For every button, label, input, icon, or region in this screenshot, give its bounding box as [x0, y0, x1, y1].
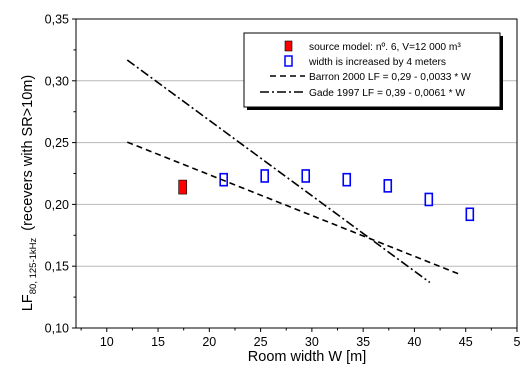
x-tick-label: 35 [356, 335, 370, 349]
y-tick-label: 0,25 [45, 136, 69, 150]
y-axis-label: LF80, 125-1kHz(recevers with SR>10m) [20, 75, 39, 311]
axis-ticks: 10 15 20 25 30 35 40 45 5 0,10 0,15 0,20 0,25 0,30 0,3… [45, 13, 521, 350]
width-increased-point [260, 169, 270, 183]
x-tick-label: 20 [202, 335, 216, 349]
gade-fit-line [126, 59, 431, 284]
y-tick-label: 0,10 [45, 322, 69, 336]
legend-label-barron: Barron 2000 LF = 0,29 - 0,0033 * W [309, 72, 471, 83]
x-tick-label: 5 [514, 335, 521, 349]
source-model-point [178, 179, 187, 195]
width-increased-point [342, 172, 352, 187]
x-tick-label: 30 [305, 335, 319, 349]
x-tick-label: 45 [459, 335, 473, 349]
y-tick-label: 0,35 [45, 13, 69, 27]
width-increased-point [465, 207, 475, 222]
width-increased-point [383, 179, 393, 193]
legend-label-width-increased: width is increased by 4 meters [308, 57, 446, 68]
legend-marker-width-increased [284, 55, 293, 67]
y-tick-label: 0,15 [45, 260, 69, 274]
width-increased-point [424, 192, 434, 207]
x-tick-label: 10 [100, 335, 114, 349]
y-tick-label: 0,30 [45, 74, 69, 88]
y-tick-label: 0,20 [45, 198, 69, 212]
legend-label-gade: Gade 1997 LF = 0,39 - 0,0061 * W [309, 88, 465, 99]
legend: source model: nº. 6, V=12 000 m³ width i… [243, 32, 503, 110]
legend-marker-source-model [284, 40, 293, 52]
x-tick-label: 40 [407, 335, 421, 349]
x-tick-label: 25 [254, 335, 268, 349]
plot-series [126, 59, 475, 284]
x-axis-label: Room width W [m] [248, 349, 366, 365]
barron-fit-line [126, 141, 461, 276]
width-increased-point [301, 169, 311, 183]
x-tick-label: 15 [151, 335, 165, 349]
legend-label-source-model: source model: nº. 6, V=12 000 m³ [309, 42, 461, 53]
